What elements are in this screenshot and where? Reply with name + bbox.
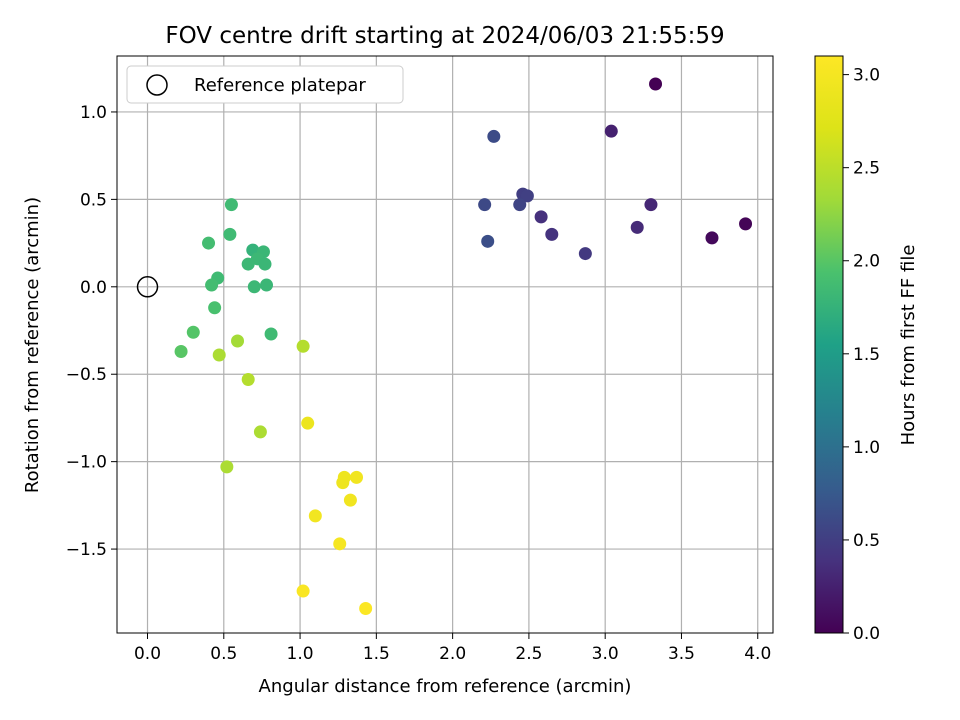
y-tick-label: −1.0 <box>66 453 107 473</box>
scatter-point <box>258 257 272 271</box>
scatter-point <box>604 124 618 138</box>
colorbar-tick-label: 1.5 <box>853 345 880 365</box>
colorbar-tick-label: 3.0 <box>853 66 880 86</box>
x-tick-label: 2.5 <box>515 644 542 664</box>
legend: Reference platepar <box>126 65 404 104</box>
scatter-point <box>478 198 492 212</box>
scatter-point <box>545 227 559 241</box>
scatter-point <box>520 189 534 203</box>
x-tick-label: 2.0 <box>439 644 466 664</box>
x-axis-ticks: 0.0 0.5 1.0 1.5 2.0 2.5 3.0 3.5 4.0 <box>134 633 771 664</box>
colorbar-label: Hours from first FF file <box>898 245 919 446</box>
x-tick-label: 1.5 <box>363 644 390 664</box>
y-axis-label: Rotation from reference (arcmin) <box>22 197 43 493</box>
colorbar-gradient <box>814 55 844 634</box>
scatter-point <box>296 584 310 598</box>
scatter-point <box>534 210 548 224</box>
scatter-point <box>359 602 373 616</box>
reference-platepar-marker <box>136 276 159 298</box>
scatter-point <box>208 301 222 315</box>
scatter-point <box>224 198 238 212</box>
scatter-point <box>205 278 219 292</box>
chart-title: FOV centre drift starting at 2024/06/03 … <box>165 23 724 49</box>
colorbar-ticks: 0.0 0.5 1.0 1.5 2.0 2.5 3.0 <box>843 66 880 644</box>
scatter-point <box>301 416 315 430</box>
scatter-point <box>247 280 261 294</box>
legend-label-reference: Reference platepar <box>194 75 366 96</box>
scatter-point <box>223 227 237 241</box>
colorbar: 0.0 0.5 1.0 1.5 2.0 2.5 3.0 Hours from first F… <box>814 55 919 644</box>
scatter-point <box>202 236 216 250</box>
scatter-point <box>231 334 245 348</box>
scatter-point <box>296 339 310 353</box>
colorbar-tick-label: 0.5 <box>853 531 880 551</box>
colorbar-tick-label: 2.0 <box>853 252 880 272</box>
colorbar-tick-label: 0.0 <box>853 624 880 644</box>
scatter-point <box>481 234 495 248</box>
scatter-point <box>487 129 501 143</box>
scatter-point <box>308 509 322 523</box>
y-tick-label: 0.5 <box>80 190 107 210</box>
scatter-point <box>343 493 357 507</box>
y-tick-label: −1.5 <box>66 540 107 560</box>
legend-box <box>126 65 404 104</box>
scatter-point <box>241 372 255 386</box>
scatter-point <box>705 231 719 245</box>
legend-marker-reference <box>146 74 168 96</box>
x-axis-label: Angular distance from reference (arcmin) <box>259 676 632 697</box>
scatter-point <box>212 348 226 362</box>
colorbar-tick-label: 1.0 <box>853 438 880 458</box>
plot-area <box>117 56 773 633</box>
scatter-point <box>336 476 350 490</box>
scatter-point <box>644 198 658 212</box>
x-tick-label: 1.0 <box>287 644 314 664</box>
x-tick-label: 0.5 <box>210 644 237 664</box>
scatter-point <box>174 344 188 358</box>
y-tick-label: −0.5 <box>66 365 107 385</box>
scatter-point <box>264 327 278 341</box>
scatter-point <box>241 257 255 271</box>
scatter-point <box>513 198 527 212</box>
y-axis-ticks: −1.5 −1.0 −0.5 0.0 0.5 1.0 <box>66 103 117 560</box>
scatter-point <box>578 247 592 261</box>
y-tick-label: 0.0 <box>80 278 107 298</box>
plot-frame <box>116 55 774 634</box>
x-tick-label: 3.0 <box>592 644 619 664</box>
scatter-point <box>220 460 234 474</box>
scatter-point <box>630 220 644 234</box>
x-tick-label: 4.0 <box>744 644 771 664</box>
data-points <box>136 77 753 616</box>
scatter-point <box>260 278 274 292</box>
scatter-point <box>253 425 267 439</box>
scatter-point <box>649 77 663 91</box>
scatter-point <box>350 470 364 484</box>
scatter-point <box>186 325 200 339</box>
x-tick-label: 0.0 <box>134 644 161 664</box>
scatter-point <box>333 537 347 551</box>
y-tick-label: 1.0 <box>80 103 107 123</box>
colorbar-tick-label: 2.5 <box>853 159 880 179</box>
scatter-point <box>739 217 753 231</box>
x-tick-label: 3.5 <box>668 644 695 664</box>
